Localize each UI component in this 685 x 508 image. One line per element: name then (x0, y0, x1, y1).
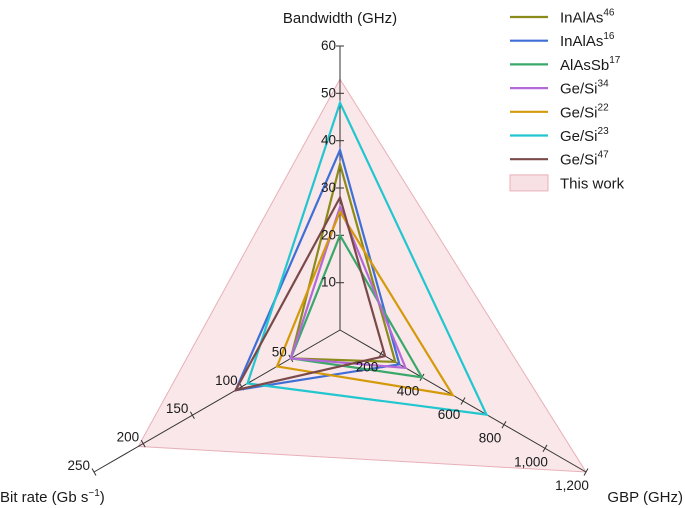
tick-label-bandwidth: 10 (321, 275, 336, 290)
legend-label: Ge/Si34 (560, 79, 609, 98)
legend-label: InAlAs16 (560, 31, 615, 50)
tick-label-gbp: 1,000 (514, 454, 548, 469)
series-polygon-ge-si-22 (275, 209, 455, 397)
tick-label-bandwidth: 30 (321, 180, 336, 195)
legend-series-name: Ge/Si (560, 152, 598, 169)
series-polygon-ge-si-47 (233, 194, 387, 392)
axis-tick-gbp (542, 444, 548, 453)
axis-title-bandwidth: Bandwidth (GHz) (283, 10, 397, 27)
axis-line-bitrate (93, 329, 341, 473)
axis-title-bitrate-end: ) (100, 489, 105, 506)
axis-tick-gbp (501, 420, 507, 429)
tick-label-bitrate: 250 (67, 458, 90, 473)
legend-label: Ge/Si22 (560, 102, 609, 121)
tick-label-gbp: 800 (479, 431, 502, 446)
tick-label-bandwidth: 50 (321, 85, 336, 100)
legend-series-ref: 22 (598, 102, 610, 113)
axis-title-bitrate-sup: −1 (88, 488, 100, 499)
legend-series-name: InAlAs (560, 10, 603, 27)
series-polygon-inalas-46 (289, 160, 397, 364)
axis-tick-gbp (583, 468, 589, 476)
axis-title-bitrate: Bit rate (Gb s−1) (0, 488, 105, 506)
tick-label-gbp: 600 (438, 407, 461, 422)
legend-series-ref: 47 (598, 150, 610, 161)
tick-label-bitrate: 100 (215, 373, 238, 388)
series-polygon-inalas-16 (233, 146, 401, 392)
legend-series-name: Ge/Si (560, 128, 598, 145)
axis-tick-bitrate (189, 411, 195, 419)
tick-label-bitrate: 50 (272, 344, 287, 359)
tick-label-bitrate: 200 (117, 430, 140, 445)
legend-label: Ge/Si23 (560, 126, 609, 145)
tick-label-bandwidth: 20 (321, 227, 336, 242)
series-polygon-ge-si-34 (289, 203, 408, 370)
tick-label-bandwidth: 60 (321, 38, 336, 53)
axis-tick-gbp (460, 397, 466, 405)
series-polygon-ge-si-23 (246, 99, 489, 416)
tick-labels: 10 20 30 40 50 60 200 400 600 800 1,000 1,200 50 100 1… (67, 38, 588, 493)
legend-swatch-this-work (509, 174, 549, 192)
legend-series-ref: 46 (603, 8, 615, 19)
legend-series-ref: 34 (598, 79, 610, 90)
legend-series-ref: 17 (609, 55, 621, 66)
tick-label-bitrate: 150 (166, 401, 189, 416)
legend-series-ref: 23 (598, 126, 610, 137)
legend-series-name: AlAsSb (560, 57, 609, 74)
tick-label-bandwidth: 40 (321, 133, 336, 148)
legend-label-this-work: This work (560, 175, 625, 192)
legend: InAlAs46InAlAs16AlAsSb17Ge/Si34Ge/Si22Ge… (509, 8, 625, 192)
legend-label: Ge/Si47 (560, 150, 609, 169)
axis-title-bitrate-main: Bit rate (Gb s (0, 489, 88, 506)
axes (91, 45, 589, 476)
axis-tick-gbp (378, 349, 384, 358)
legend-series-ref: 16 (603, 31, 615, 42)
axis-tick-bitrate (91, 468, 97, 476)
legend-label: InAlAs46 (560, 8, 615, 27)
legend-label: AlAsSb17 (560, 55, 621, 74)
tick-label-gbp: 200 (356, 360, 379, 375)
tick-label-gbp: 1,200 (555, 478, 589, 493)
legend-series-name: InAlAs (560, 33, 603, 50)
series-lines (233, 99, 489, 416)
tick-label-gbp: 400 (397, 383, 420, 398)
legend-series-name: Ge/Si (560, 104, 598, 121)
axis-tick-bitrate (140, 439, 146, 448)
legend-series-name: Ge/Si (560, 81, 598, 98)
axis-title-gbp: GBP (GHz) (607, 489, 683, 506)
